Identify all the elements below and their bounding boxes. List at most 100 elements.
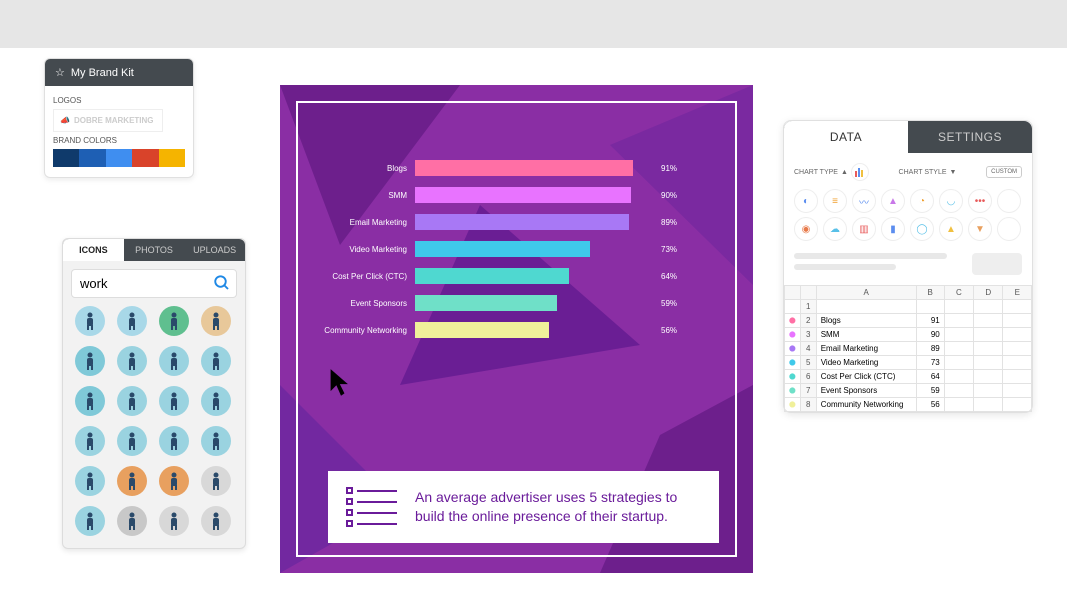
chart-type-icon[interactable]: ▼ bbox=[968, 217, 992, 241]
tab-settings[interactable]: SETTINGS bbox=[908, 121, 1032, 153]
chart-type-icon[interactable]: ≡ bbox=[823, 189, 847, 213]
cell[interactable] bbox=[944, 328, 973, 342]
swatch[interactable] bbox=[53, 149, 79, 167]
cell[interactable] bbox=[974, 342, 1003, 356]
cell[interactable]: 6 bbox=[800, 370, 816, 384]
cell[interactable]: Video Marketing bbox=[816, 356, 916, 370]
cell[interactable] bbox=[944, 300, 973, 314]
cell[interactable]: 64 bbox=[916, 370, 944, 384]
cell[interactable]: SMM bbox=[816, 328, 916, 342]
chart-type-icon[interactable]: ▲ bbox=[939, 217, 963, 241]
cell[interactable]: 2 bbox=[800, 314, 816, 328]
cell[interactable]: Cost Per Click (CTC) bbox=[816, 370, 916, 384]
cell[interactable]: 90 bbox=[916, 328, 944, 342]
cell[interactable] bbox=[974, 370, 1003, 384]
icon-item[interactable] bbox=[117, 306, 147, 336]
cell[interactable] bbox=[1003, 314, 1032, 328]
chart-type-icon[interactable]: 〰 bbox=[852, 189, 876, 213]
column-header[interactable]: D bbox=[974, 286, 1003, 300]
icon-item[interactable] bbox=[75, 506, 105, 536]
cell[interactable] bbox=[974, 300, 1003, 314]
cell[interactable] bbox=[974, 398, 1003, 412]
icon-item[interactable] bbox=[75, 386, 105, 416]
cell[interactable] bbox=[944, 314, 973, 328]
cell[interactable]: Event Sponsors bbox=[816, 384, 916, 398]
custom-button[interactable]: CUSTOM bbox=[986, 166, 1022, 178]
chart-type-icon[interactable]: ◯ bbox=[910, 217, 934, 241]
icon-item[interactable] bbox=[117, 386, 147, 416]
cell[interactable] bbox=[974, 314, 1003, 328]
column-header[interactable]: B bbox=[916, 286, 944, 300]
chart-type-icon[interactable]: ◔ bbox=[910, 189, 934, 213]
table-row[interactable]: ⬤3SMM90 bbox=[785, 328, 1032, 342]
chart-style-control[interactable]: CHART STYLE ▼ bbox=[899, 169, 957, 176]
icon-item[interactable] bbox=[75, 306, 105, 336]
table-row[interactable]: ⬤4Email Marketing89 bbox=[785, 342, 1032, 356]
cell[interactable]: ⬤ bbox=[785, 314, 801, 328]
chart-type-icon[interactable]: ◐ bbox=[794, 189, 818, 213]
table-row[interactable]: ⬤2Blogs91 bbox=[785, 314, 1032, 328]
icon-item[interactable] bbox=[117, 506, 147, 536]
cell[interactable] bbox=[944, 384, 973, 398]
cell[interactable]: Community Networking bbox=[816, 398, 916, 412]
cell[interactable] bbox=[944, 356, 973, 370]
column-header[interactable] bbox=[800, 286, 816, 300]
column-header[interactable]: C bbox=[944, 286, 973, 300]
icon-item[interactable] bbox=[159, 466, 189, 496]
cell[interactable]: 91 bbox=[916, 314, 944, 328]
icon-item[interactable] bbox=[75, 426, 105, 456]
icon-item[interactable] bbox=[201, 386, 231, 416]
cell[interactable] bbox=[974, 384, 1003, 398]
cell[interactable] bbox=[1003, 356, 1032, 370]
cell[interactable] bbox=[944, 342, 973, 356]
tab-photos[interactable]: PHOTOS bbox=[124, 239, 185, 261]
chart-type-icon[interactable]: ◡ bbox=[939, 189, 963, 213]
table-row[interactable]: ⬤6Cost Per Click (CTC)64 bbox=[785, 370, 1032, 384]
cell[interactable] bbox=[1003, 370, 1032, 384]
cell[interactable]: 7 bbox=[800, 384, 816, 398]
icon-item[interactable] bbox=[75, 466, 105, 496]
cell[interactable] bbox=[944, 398, 973, 412]
cell[interactable]: ⬤ bbox=[785, 342, 801, 356]
cell[interactable] bbox=[974, 356, 1003, 370]
icon-item[interactable] bbox=[201, 346, 231, 376]
cell[interactable]: ⬤ bbox=[785, 356, 801, 370]
chart-type-icon[interactable]: ▮ bbox=[881, 217, 905, 241]
chart-type-icon[interactable]: ▥ bbox=[852, 217, 876, 241]
icon-item[interactable] bbox=[201, 466, 231, 496]
search-icon[interactable] bbox=[213, 274, 231, 297]
cell[interactable] bbox=[1003, 300, 1032, 314]
cell[interactable]: Email Marketing bbox=[816, 342, 916, 356]
cell[interactable]: ⬤ bbox=[785, 328, 801, 342]
icon-item[interactable] bbox=[117, 466, 147, 496]
cell[interactable]: 3 bbox=[800, 328, 816, 342]
swatch[interactable] bbox=[106, 149, 132, 167]
cell[interactable]: ⬤ bbox=[785, 384, 801, 398]
infographic-canvas[interactable]: Blogs91%SMM90%Email Marketing89%Video Ma… bbox=[280, 85, 753, 573]
column-header[interactable] bbox=[785, 286, 801, 300]
icon-item[interactable] bbox=[201, 506, 231, 536]
icon-item[interactable] bbox=[117, 426, 147, 456]
cell[interactable]: 89 bbox=[916, 342, 944, 356]
icon-item[interactable] bbox=[159, 306, 189, 336]
icon-item[interactable] bbox=[159, 506, 189, 536]
swatch[interactable] bbox=[132, 149, 158, 167]
chart-type-control[interactable]: CHART TYPE ▲ bbox=[794, 163, 869, 181]
cell[interactable]: Blogs bbox=[816, 314, 916, 328]
icon-item[interactable] bbox=[159, 386, 189, 416]
cell[interactable]: 73 bbox=[916, 356, 944, 370]
chart-type-icon[interactable] bbox=[997, 217, 1021, 241]
cell[interactable]: 4 bbox=[800, 342, 816, 356]
cell[interactable] bbox=[785, 300, 801, 314]
column-header[interactable]: A bbox=[816, 286, 916, 300]
chart-type-icon[interactable]: ••• bbox=[968, 189, 992, 213]
icon-item[interactable] bbox=[201, 426, 231, 456]
table-row[interactable]: ⬤7Event Sponsors59 bbox=[785, 384, 1032, 398]
cell[interactable] bbox=[944, 370, 973, 384]
cell[interactable] bbox=[1003, 384, 1032, 398]
tab-uploads[interactable]: UPLOADS bbox=[184, 239, 245, 261]
cell[interactable] bbox=[816, 300, 916, 314]
table-row[interactable]: ⬤8Community Networking56 bbox=[785, 398, 1032, 412]
logo-item[interactable]: 📣 DOBRE MARKETING bbox=[53, 109, 163, 132]
tab-icons[interactable]: ICONS bbox=[63, 239, 124, 261]
